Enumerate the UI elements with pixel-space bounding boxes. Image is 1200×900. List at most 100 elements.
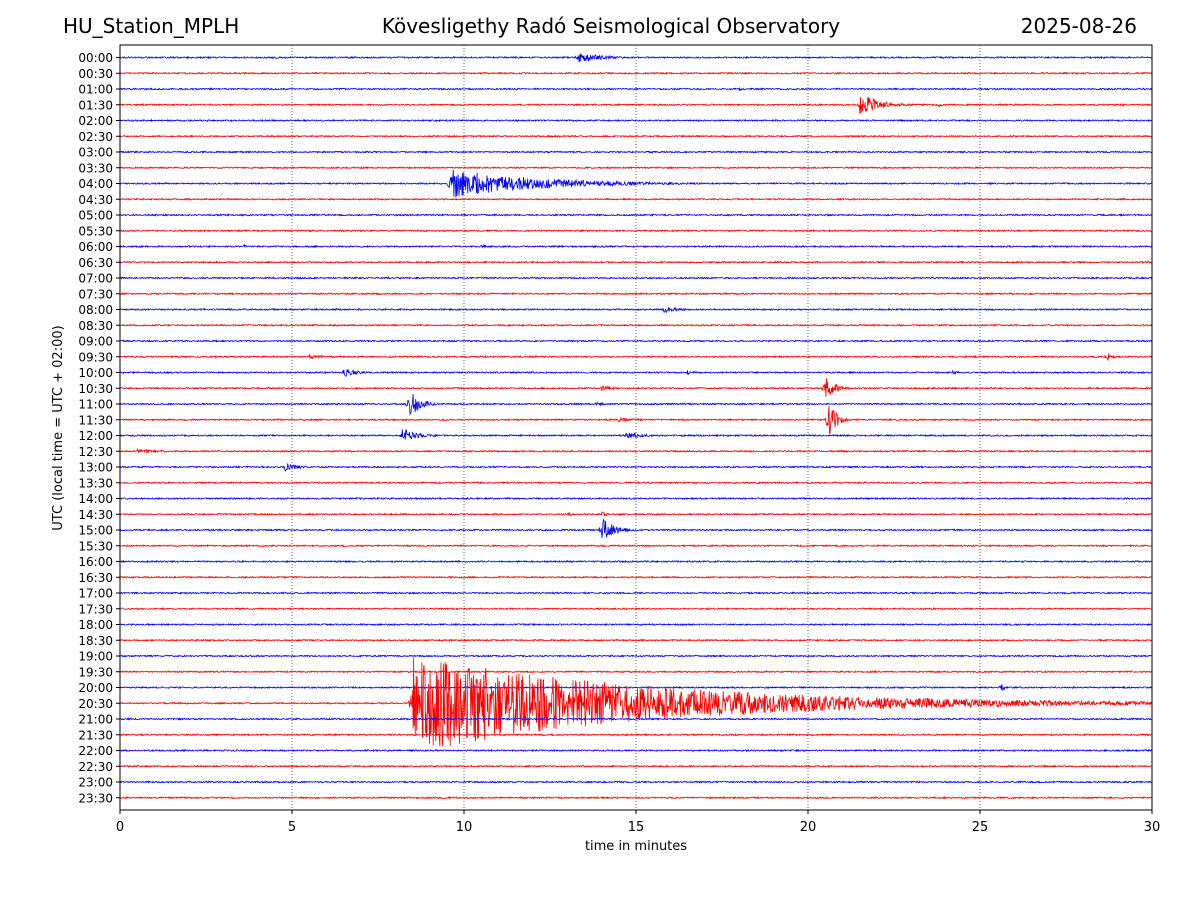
trace-0830	[120, 323, 1152, 328]
trace-1330	[120, 481, 1152, 485]
trace-1500	[120, 518, 1152, 538]
trace-2330	[120, 795, 1152, 800]
trace-1430	[120, 511, 1152, 517]
y-tick-label: 04:00	[78, 177, 113, 191]
y-tick-label: 14:30	[78, 508, 113, 522]
trace-1230	[120, 447, 1152, 454]
trace-1100	[120, 393, 1152, 416]
trace-1300	[120, 463, 1152, 472]
trace-0230	[120, 134, 1152, 139]
trace-0500	[120, 213, 1152, 217]
trace-1600	[120, 559, 1152, 564]
trace-0600	[120, 243, 1152, 249]
y-tick-label: 19:30	[78, 665, 113, 679]
x-axis: 0 5 10 15 20 25 30	[116, 810, 1160, 835]
y-tick-label: 04:30	[78, 193, 113, 207]
y-tick-label: 01:00	[78, 83, 113, 97]
trace-1900	[120, 654, 1152, 658]
trace-2100	[120, 717, 1152, 721]
y-tick-label: 01:30	[78, 98, 113, 112]
y-tick-label: 02:00	[78, 114, 113, 128]
y-tick-label: 15:30	[78, 539, 113, 553]
trace-0000	[120, 53, 1152, 63]
x-tick-label: 30	[1144, 820, 1161, 835]
y-tick-label: 11:00	[78, 398, 113, 412]
y-tick-label: 20:30	[78, 697, 113, 711]
grid-layer	[291, 45, 981, 810]
y-tick-label: 08:30	[78, 319, 113, 333]
chart-date: 2025-08-26	[1020, 14, 1137, 38]
y-tick-label: 05:30	[78, 224, 113, 238]
y-tick-label: 23:00	[78, 776, 113, 790]
trace-1730	[120, 606, 1152, 611]
y-tick-label: 09:30	[78, 350, 113, 364]
y-tick-label: 12:00	[78, 429, 113, 443]
y-tick-label: 16:30	[78, 571, 113, 585]
y-tick-label: 00:30	[78, 67, 113, 81]
trace-0900	[120, 339, 1152, 343]
trace-0700	[120, 276, 1152, 280]
y-tick-label: 09:00	[78, 335, 113, 349]
y-tick-label: 16:00	[78, 555, 113, 569]
y-tick-label: 03:30	[78, 161, 113, 175]
y-tick-label: 21:00	[78, 713, 113, 727]
trace-1530	[120, 543, 1152, 548]
x-tick-label: 25	[972, 820, 989, 835]
trace-2200	[120, 748, 1152, 753]
trace-1000	[120, 369, 1152, 377]
trace-2000	[120, 684, 1152, 692]
y-axis-label: UTC (local time = UTC + 02:00)	[51, 325, 66, 530]
trace-2300	[120, 780, 1152, 784]
y-tick-label: 18:30	[78, 634, 113, 648]
y-tick-label: 08:00	[78, 303, 113, 317]
x-tick-label: 20	[800, 820, 817, 835]
y-tick-label: 18:00	[78, 618, 113, 632]
y-tick-label: 20:00	[78, 681, 113, 695]
y-tick-label: 03:00	[78, 146, 113, 160]
trace-0530	[120, 228, 1152, 233]
trace-2030	[120, 657, 1152, 747]
y-tick-label: 15:00	[78, 524, 113, 538]
y-tick-label: 21:30	[78, 728, 113, 742]
trace-2230	[120, 764, 1152, 768]
trace-1930	[120, 669, 1152, 674]
y-tick-label: 17:00	[78, 587, 113, 601]
trace-0130	[120, 96, 1152, 114]
y-tick-label: 22:30	[78, 760, 113, 774]
y-tick-label: 07:00	[78, 272, 113, 286]
y-tick-label: 06:30	[78, 256, 113, 270]
x-tick-label: 15	[628, 820, 645, 835]
y-tick-label: 11:30	[78, 413, 113, 427]
y-tick-label: 10:30	[78, 382, 113, 396]
trace-0030	[120, 71, 1152, 76]
y-tick-label: 17:30	[78, 602, 113, 616]
chart-title: Kövesligethy Radó Seismological Observat…	[381, 14, 841, 38]
trace-0330	[120, 165, 1152, 170]
trace-1830	[120, 638, 1152, 642]
trace-0200	[120, 118, 1152, 123]
trace-layer	[120, 53, 1152, 800]
y-tick-label: 07:30	[78, 287, 113, 301]
x-axis-label: time in minutes	[585, 839, 687, 854]
y-tick-label: 12:30	[78, 445, 113, 459]
trace-0430	[120, 197, 1152, 202]
trace-1800	[120, 622, 1152, 627]
y-tick-label: 10:00	[78, 366, 113, 380]
trace-0630	[120, 260, 1152, 265]
trace-0400	[120, 169, 1152, 198]
trace-0930	[120, 353, 1152, 361]
trace-2130	[120, 732, 1152, 737]
trace-1200	[120, 429, 1152, 440]
trace-1130	[120, 405, 1152, 436]
station-name: HU_Station_MPLH	[63, 14, 240, 38]
trace-1400	[120, 496, 1152, 501]
y-tick-label: 00:00	[78, 51, 113, 65]
y-tick-label: 05:00	[78, 209, 113, 223]
trace-0800	[120, 306, 1152, 314]
y-tick-label: 14:00	[78, 492, 113, 506]
trace-0100	[120, 86, 1152, 92]
x-tick-label: 0	[116, 820, 124, 835]
y-tick-label: 22:00	[78, 744, 113, 758]
